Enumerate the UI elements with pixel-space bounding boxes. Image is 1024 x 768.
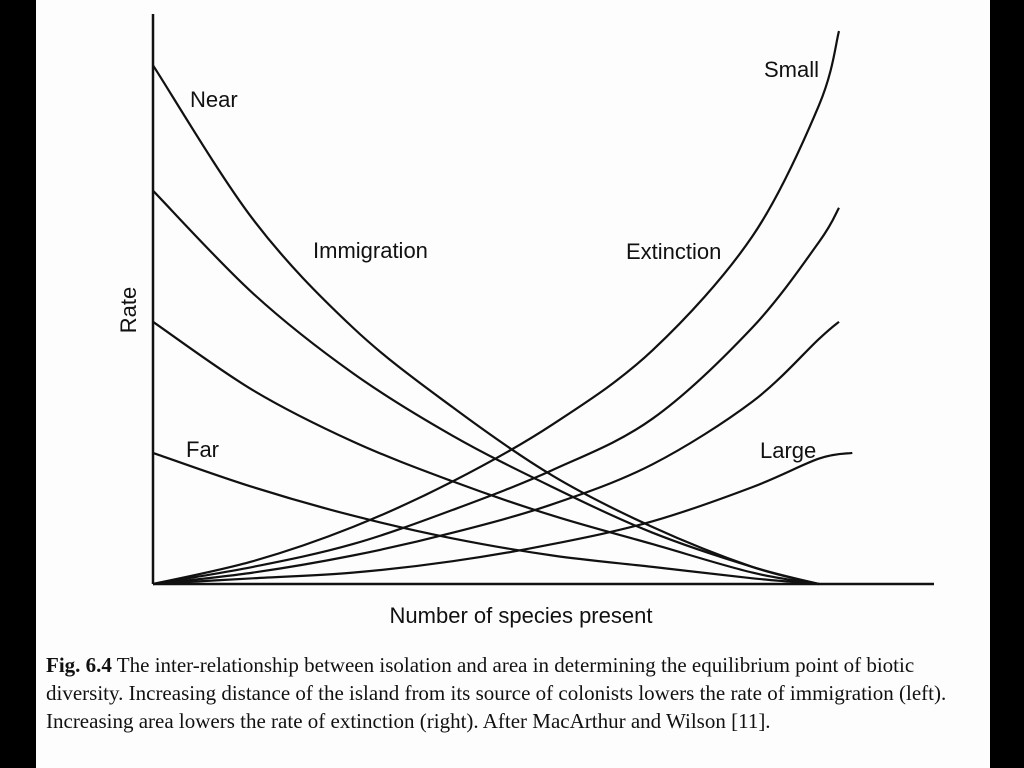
extinction-curve-6: [152, 320, 840, 586]
series-layer: [152, 30, 853, 586]
immigration-curve-1: [152, 189, 820, 586]
annotation-immigration: Immigration: [313, 238, 428, 263]
annotation-extinction: Extinction: [626, 239, 721, 264]
immigration-curve-0: [152, 64, 820, 586]
extinction-curve-4: [152, 30, 841, 586]
figure-label: Fig. 6.4: [46, 653, 112, 677]
annotation-near: Near: [190, 87, 238, 112]
y-axis-label: Rate: [116, 287, 141, 333]
caption-text: The inter-relationship between isolation…: [46, 653, 947, 733]
figure-page: Rate Number of species present Near Far …: [36, 0, 990, 768]
figure-caption: Fig. 6.4 The inter-relationship between …: [46, 651, 986, 735]
x-axis-label: Number of species present: [390, 603, 653, 628]
annotation-small: Small: [764, 57, 819, 82]
chart: Rate Number of species present Near Far …: [116, 14, 934, 628]
annotation-large: Large: [760, 438, 816, 463]
axes: [151, 14, 934, 586]
immigration-curve-2: [152, 320, 820, 586]
extinction-curve-5: [152, 207, 840, 586]
annotation-far: Far: [186, 437, 219, 462]
immigration-curve-3: [152, 451, 820, 586]
extinction-curve-7: [152, 451, 853, 586]
